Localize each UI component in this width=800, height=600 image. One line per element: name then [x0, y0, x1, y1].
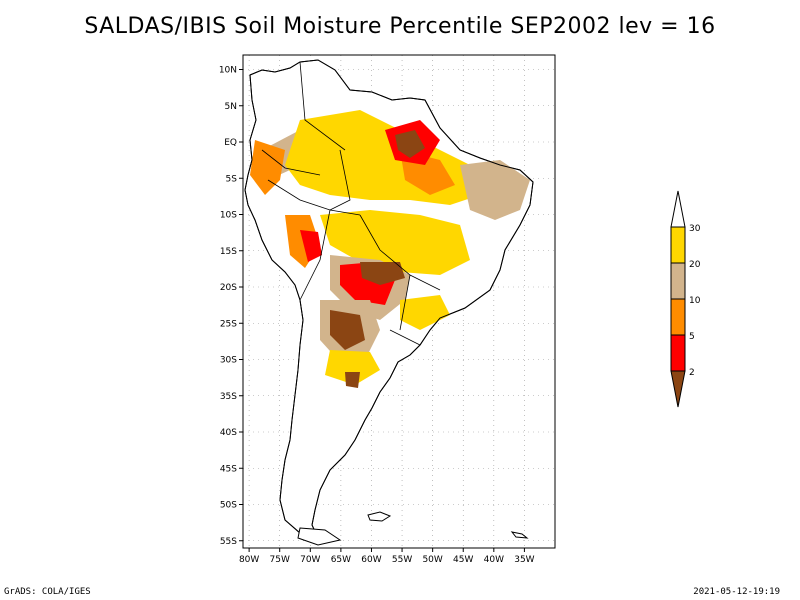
- plot-frame: [242, 54, 556, 549]
- legend-label: 30: [689, 224, 701, 234]
- lat-tick-label: 20S: [220, 283, 237, 293]
- lon-tick-label: 35W: [514, 555, 534, 565]
- lon-tick-label: 80W: [239, 555, 259, 565]
- lat-tick-label: 30S: [220, 356, 237, 366]
- lon-tick-label: 45W: [453, 555, 473, 565]
- lat-tick-label: 25S: [220, 319, 237, 329]
- fill-tan-northeast: [460, 160, 530, 220]
- lon-tick-label: 65W: [331, 555, 351, 565]
- lat-tick-label: 45S: [220, 464, 237, 474]
- fill-orange-west: [250, 140, 285, 195]
- legend-swatch: [670, 298, 686, 336]
- map-title: SALDAS/IBIS Soil Moisture Percentile SEP…: [84, 14, 716, 39]
- fill-yellow-south: [325, 350, 380, 385]
- lat-tick-label: 5S: [226, 174, 238, 184]
- tierra-del-fuego: [297, 527, 342, 546]
- legend-label: 20: [689, 260, 701, 270]
- lon-tick-label: 55W: [392, 555, 412, 565]
- lon-tick-label: 50W: [422, 555, 442, 565]
- fill-brown-pantanal: [360, 262, 405, 285]
- south-georgia: [510, 531, 529, 539]
- lat-tick-label: EQ: [224, 138, 237, 148]
- lat-tick-label: 40S: [220, 428, 237, 438]
- lat-tick-label: 10S: [220, 211, 237, 221]
- falkland-islands: [367, 511, 392, 522]
- legend-swatch-highest: [670, 190, 686, 228]
- lon-tick-label: 70W: [300, 555, 320, 565]
- timestamp: 2021-05-12-19:19: [693, 587, 780, 597]
- lat-tick-label: 50S: [220, 501, 237, 511]
- coastline: [244, 59, 534, 539]
- legend-swatch-lowest: [670, 370, 686, 408]
- lat-tick-label: 35S: [220, 392, 237, 402]
- legend-label: 10: [689, 296, 701, 306]
- color-legend: 2 5 10 20 30: [670, 190, 701, 408]
- lat-tick-label: 10N: [219, 66, 237, 76]
- legend-label: 5: [689, 332, 695, 342]
- lat-tick-label: 15S: [220, 247, 237, 257]
- legend-label: 2: [689, 368, 695, 378]
- lat-tick-label: 5N: [225, 102, 237, 112]
- lon-tick-label: 60W: [361, 555, 381, 565]
- fill-brown-pampas: [345, 372, 360, 388]
- legend-swatch: [670, 226, 686, 264]
- lon-tick-label: 40W: [484, 555, 504, 565]
- fill-red-bolivia: [300, 230, 322, 262]
- legend-swatch: [670, 262, 686, 300]
- fill-brown-north: [395, 130, 425, 158]
- grads-credit: GrADS: COLA/IGES: [4, 587, 91, 597]
- fill-brown-argentina: [330, 310, 365, 350]
- soil-moisture-fill: [244, 59, 534, 546]
- legend-swatch: [670, 334, 686, 372]
- axis-ticks: 10N 5N EQ 5S 10S 15S 20S 25S 30S 35S 40S 45S 50S 55S8…: [219, 66, 535, 566]
- lat-tick-label: 55S: [220, 537, 237, 547]
- country-borders: [261, 61, 441, 346]
- lon-tick-label: 75W: [270, 555, 290, 565]
